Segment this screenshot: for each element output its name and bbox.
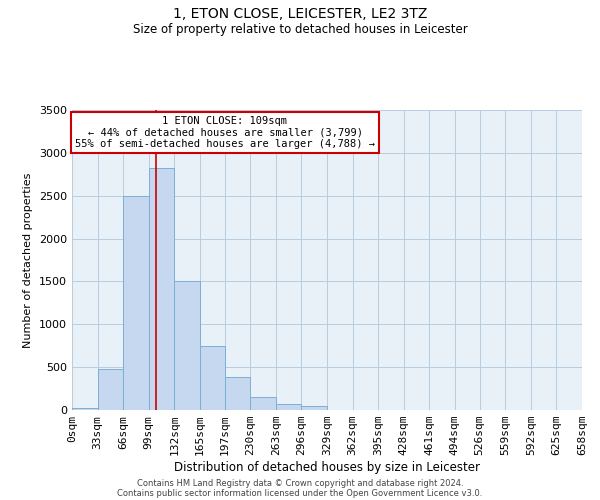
Bar: [224, 376, 250, 410]
Bar: [175, 282, 200, 410]
Text: Size of property relative to detached houses in Leicester: Size of property relative to detached ho…: [133, 22, 467, 36]
Bar: [301, 406, 327, 410]
Bar: [123, 196, 149, 410]
Bar: [250, 397, 276, 410]
Y-axis label: Number of detached properties: Number of detached properties: [23, 172, 34, 348]
Text: 1, ETON CLOSE, LEICESTER, LE2 3TZ: 1, ETON CLOSE, LEICESTER, LE2 3TZ: [173, 8, 427, 22]
Bar: [276, 404, 301, 410]
Text: 1 ETON CLOSE: 109sqm
← 44% of detached houses are smaller (3,799)
55% of semi-de: 1 ETON CLOSE: 109sqm ← 44% of detached h…: [75, 116, 375, 149]
Bar: [149, 168, 175, 410]
X-axis label: Distribution of detached houses by size in Leicester: Distribution of detached houses by size …: [174, 461, 480, 474]
Text: Contains HM Land Registry data © Crown copyright and database right 2024.: Contains HM Land Registry data © Crown c…: [137, 478, 463, 488]
Bar: [72, 408, 98, 410]
Bar: [98, 369, 123, 410]
Bar: [200, 346, 224, 410]
Text: Contains public sector information licensed under the Open Government Licence v3: Contains public sector information licen…: [118, 488, 482, 498]
